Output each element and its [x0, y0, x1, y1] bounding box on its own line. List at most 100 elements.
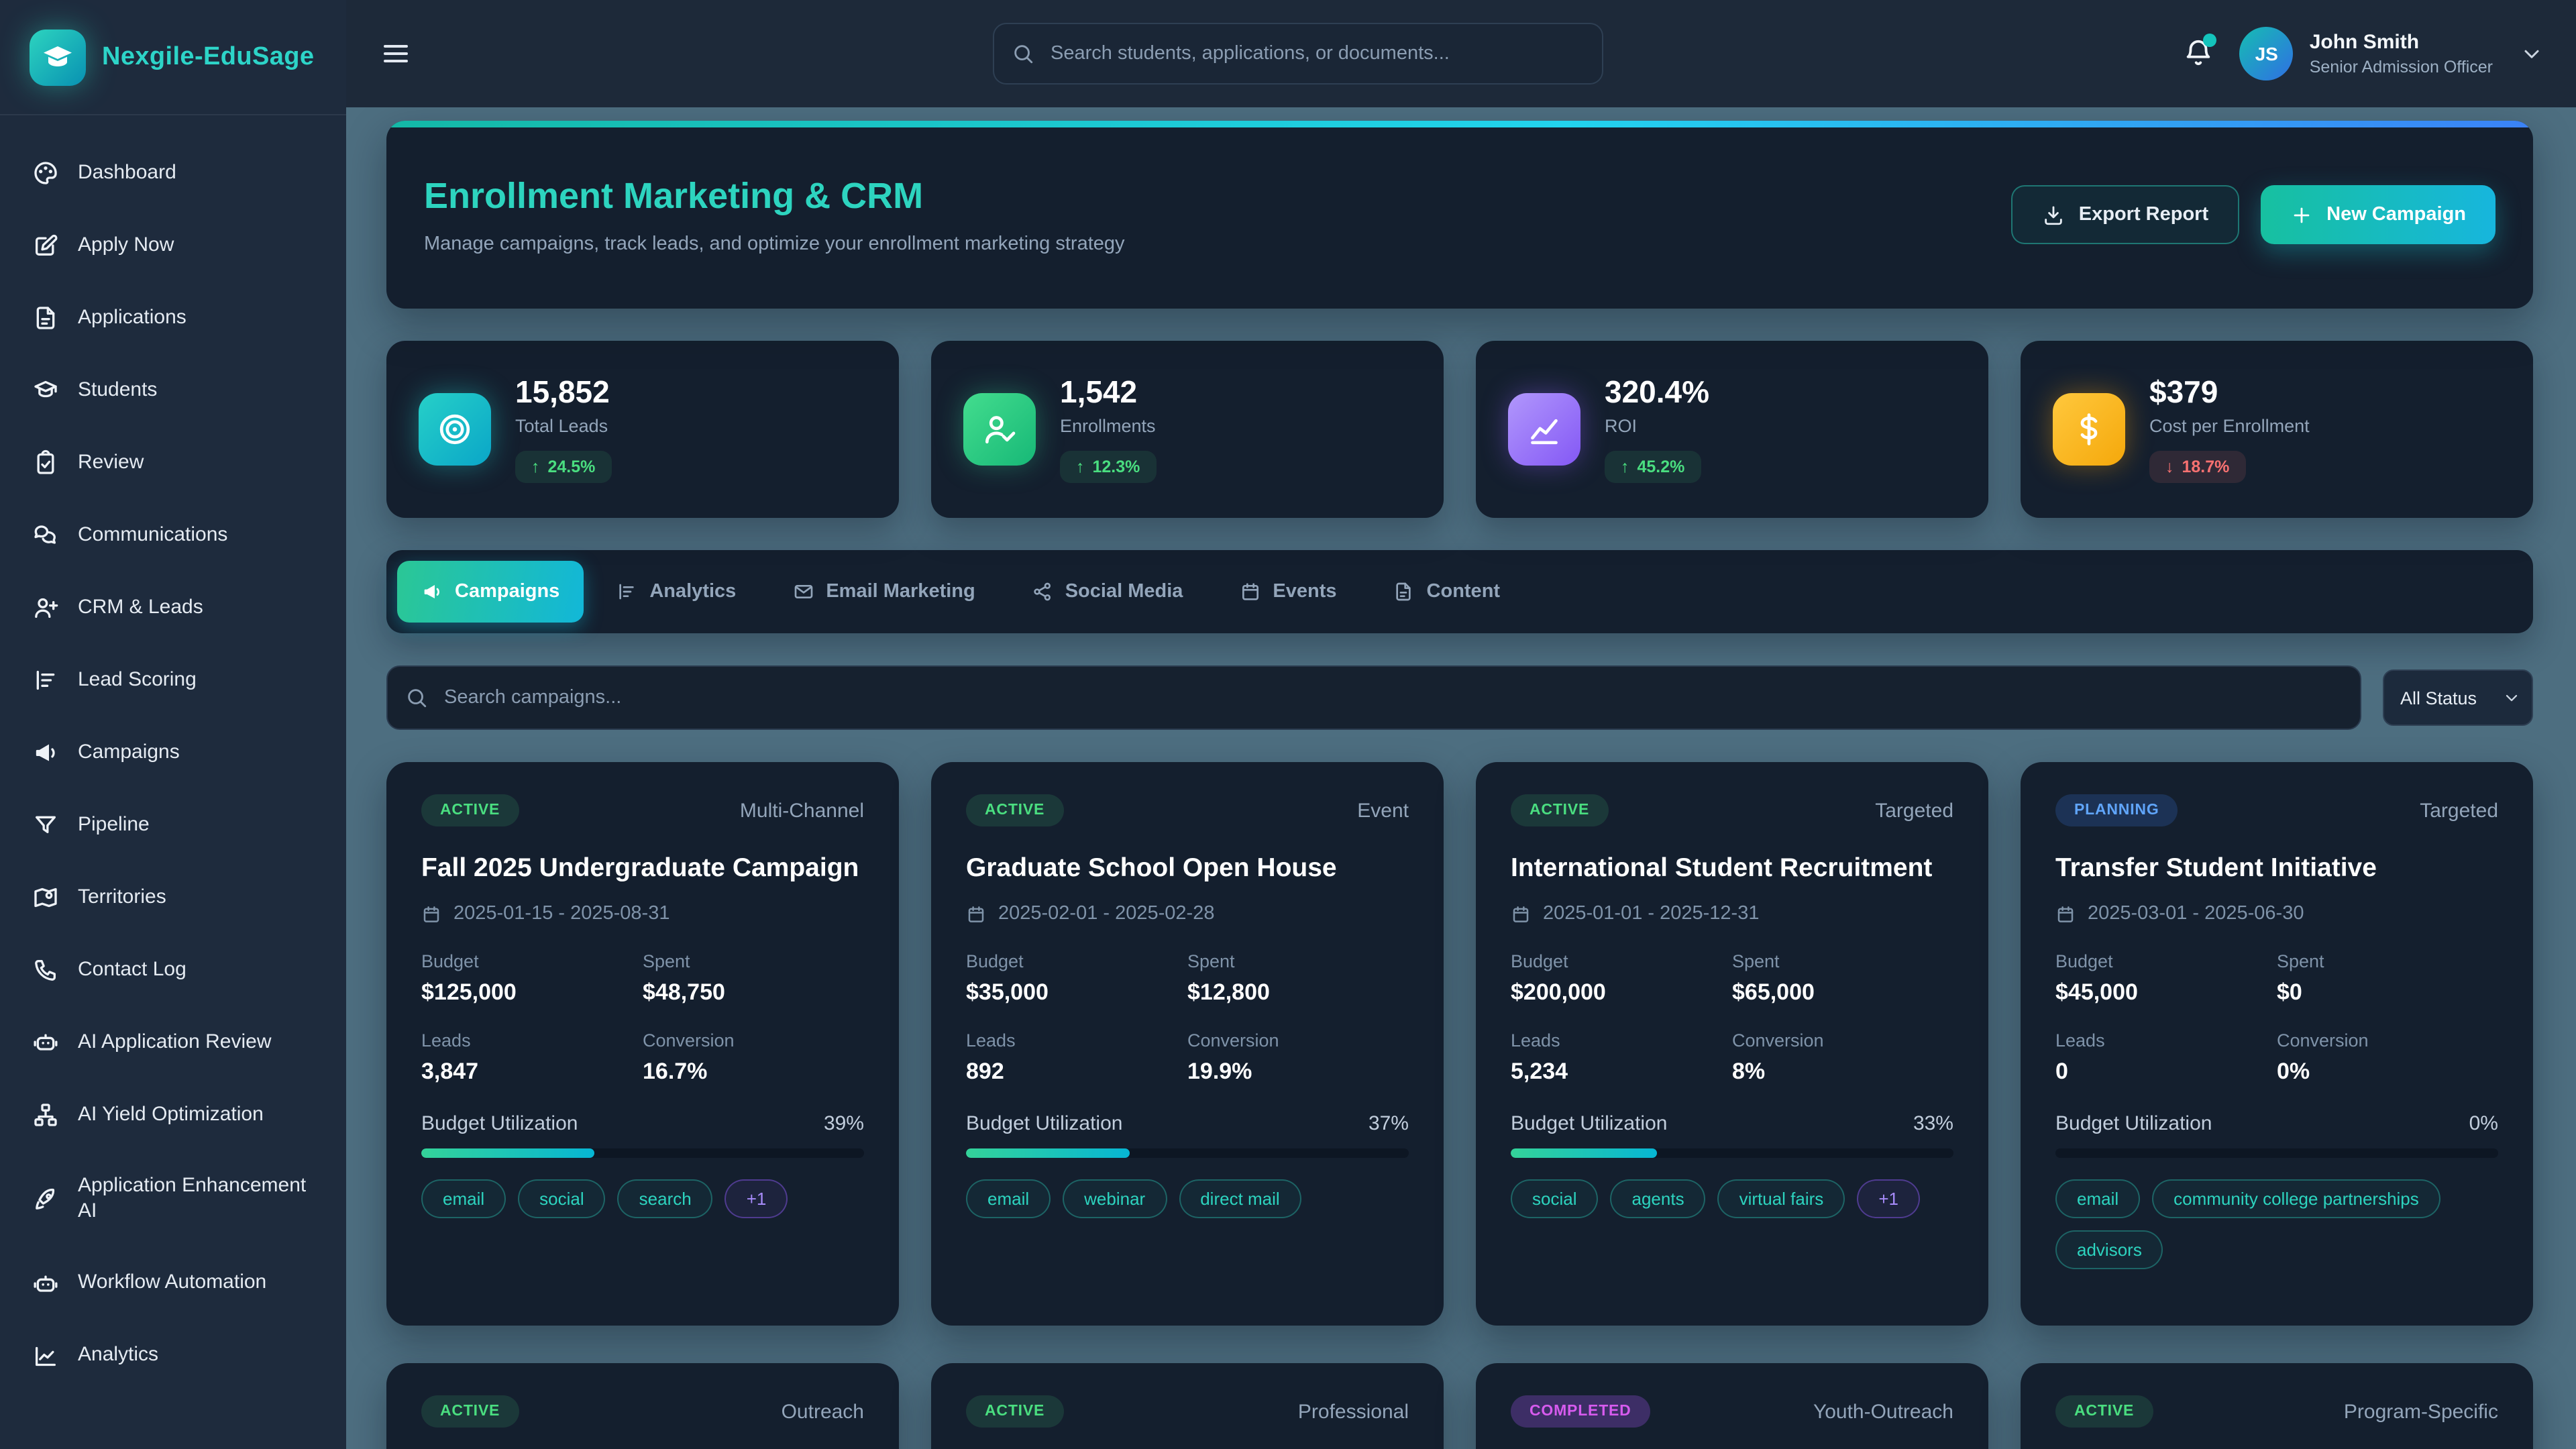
- campaign-metrics: Budget $35,000 Spent $12,800 Leads 892 Convers…: [966, 951, 1409, 1085]
- notifications-button[interactable]: [2178, 34, 2218, 74]
- campaign-type: Program-Specific: [2343, 1400, 2498, 1423]
- trend-value: 18.7%: [2182, 458, 2230, 477]
- channel-tags: email webinar direct mail: [966, 1179, 1409, 1218]
- header-actions: Export Report New Campaign: [2011, 185, 2496, 244]
- metric-value: 19.9%: [1187, 1059, 1252, 1084]
- sidebar-item-ai-application-review[interactable]: AI Application Review: [0, 1006, 346, 1079]
- sidebar-item-application-enhancement-ai[interactable]: Application Enhancement AI: [0, 1151, 346, 1247]
- status-filter-select[interactable]: All Status: [2383, 669, 2533, 726]
- chevron-down-icon: [2520, 42, 2544, 66]
- chat-icon: [32, 522, 59, 549]
- tab-content[interactable]: Content: [1369, 561, 1525, 623]
- sidebar-item-label: Pipeline: [78, 812, 150, 836]
- tab-label: Campaigns: [455, 581, 560, 602]
- new-campaign-label: New Campaign: [2326, 204, 2466, 225]
- campaign-dates: 2025-01-15 - 2025-08-31: [421, 903, 864, 924]
- sidebar-item-applications[interactable]: Applications: [0, 282, 346, 354]
- page-content: Enrollment Marketing & CRM Manage campai…: [346, 107, 2576, 1449]
- stat-value: 1,542: [1060, 374, 1138, 409]
- campaign-card[interactable]: ACTIVE Outreach: [386, 1363, 899, 1449]
- user-menu[interactable]: JS John Smith Senior Admission Officer: [2239, 27, 2544, 80]
- search-icon: [405, 686, 428, 709]
- campaign-grid-next-row: ACTIVE Outreach ACTIVE Professional COMPLETE…: [386, 1363, 2533, 1449]
- metric-leads: Leads 892: [966, 1030, 1187, 1085]
- sidebar-item-contact-log[interactable]: Contact Log: [0, 934, 346, 1006]
- stat-icon-tile: [1508, 393, 1580, 466]
- metric-value: 5,234: [1511, 1059, 1568, 1084]
- menu-toggle-button[interactable]: [373, 31, 419, 76]
- tab-events[interactable]: Events: [1215, 561, 1360, 623]
- campaign-card[interactable]: COMPLETED Youth-Outreach: [1476, 1363, 1988, 1449]
- campaign-card[interactable]: ACTIVE Event Graduate School Open House 202…: [931, 762, 1444, 1326]
- tab-social-media[interactable]: Social Media: [1008, 561, 1208, 623]
- campaign-date-range: 2025-03-01 - 2025-06-30: [2088, 903, 2304, 924]
- campaign-dates: 2025-02-01 - 2025-02-28: [966, 903, 1409, 924]
- metric-spent: Spent $12,800: [1187, 951, 1409, 1006]
- calendar-icon: [1511, 904, 1531, 924]
- metric-label: Spent: [1732, 951, 1780, 971]
- stat-body: 320.4% ROI ↑ 45.2%: [1605, 374, 1709, 484]
- campaign-card[interactable]: ACTIVE Professional: [931, 1363, 1444, 1449]
- brand-logo: [30, 29, 86, 85]
- tab-campaigns[interactable]: Campaigns: [397, 561, 584, 623]
- sidebar-item-review[interactable]: Review: [0, 427, 346, 499]
- sidebar-item-dashboard[interactable]: Dashboard: [0, 137, 346, 209]
- campaign-type: Multi-Channel: [739, 799, 864, 822]
- channel-tags: email social search +1: [421, 1179, 864, 1218]
- tab-email-marketing[interactable]: Email Marketing: [768, 561, 999, 623]
- campaign-card[interactable]: ACTIVE Targeted International Student Recr…: [1476, 762, 1988, 1326]
- campaign-metrics: Budget $45,000 Spent $0 Leads 0 Conversion 0%: [2055, 951, 2498, 1085]
- metric-label: Spent: [643, 951, 690, 971]
- campaign-title: Transfer Student Initiative: [2055, 853, 2377, 883]
- sidebar-item-label: Workflow Automation: [78, 1271, 267, 1294]
- metric-label: Budget: [421, 951, 479, 971]
- plus-icon: [2290, 203, 2313, 226]
- avatar: JS: [2239, 27, 2294, 80]
- file-icon: [1393, 581, 1415, 602]
- stat-label: Cost per Enrollment: [2149, 416, 2310, 437]
- status-badge: ACTIVE: [1511, 794, 1609, 826]
- bell-icon: [2183, 38, 2214, 68]
- sidebar-item-pipeline[interactable]: Pipeline: [0, 789, 346, 861]
- stat-card-total-leads: 15,852 Total Leads ↑ 24.5%: [386, 341, 899, 518]
- dollar-icon: [2070, 411, 2108, 448]
- sidebar-item-students[interactable]: Students: [0, 354, 346, 427]
- sidebar-item-lead-scoring[interactable]: Lead Scoring: [0, 644, 346, 716]
- campaign-search-input[interactable]: [386, 665, 2361, 730]
- metric-value: $35,000: [966, 979, 1049, 1005]
- new-campaign-button[interactable]: New Campaign: [2261, 185, 2496, 244]
- sidebar-item-communications[interactable]: Communications: [0, 499, 346, 572]
- sidebar-item-crm-leads[interactable]: CRM & Leads: [0, 572, 346, 644]
- calendar-icon: [966, 904, 986, 924]
- sidebar-item-label: Communications: [78, 523, 228, 546]
- campaign-card[interactable]: ACTIVE Multi-Channel Fall 2025 Undergradua…: [386, 762, 899, 1326]
- sidebar-item-workflow-automation[interactable]: Workflow Automation: [0, 1247, 346, 1320]
- global-search-input[interactable]: [993, 23, 1603, 85]
- campaign-card-header: COMPLETED Youth-Outreach: [1511, 1395, 1953, 1428]
- campaign-card[interactable]: PLANNING Targeted Transfer Student Initiat…: [2021, 762, 2533, 1326]
- dashboard-icon: [32, 160, 59, 186]
- metric-value: $0: [2277, 979, 2302, 1005]
- sidebar-item-label: AI Yield Optimization: [78, 1102, 264, 1126]
- sidebar-item-analytics[interactable]: Analytics: [0, 1320, 346, 1392]
- sidebar-item-apply-now[interactable]: Apply Now: [0, 209, 346, 282]
- notification-dot: [2203, 34, 2217, 47]
- sidebar-item-territories[interactable]: Territories: [0, 861, 346, 934]
- metric-label: Conversion: [643, 1030, 735, 1051]
- campaign-title: International Student Recruitment: [1511, 853, 1933, 883]
- budget-utilization-percent: 0%: [2469, 1112, 2498, 1135]
- sidebar-item-campaigns[interactable]: Campaigns: [0, 716, 346, 789]
- sidebar-item-ai-yield-optimization[interactable]: AI Yield Optimization: [0, 1079, 346, 1151]
- sidebar-nav: Dashboard Apply Now Applications Students Re…: [0, 115, 346, 1413]
- stat-card-cost-per-enrollment: $379 Cost per Enrollment ↓ 18.7%: [2021, 341, 2533, 518]
- user-name: John Smith: [2309, 31, 2420, 54]
- metric-label: Budget: [2055, 951, 2113, 971]
- tab-analytics[interactable]: Analytics: [592, 561, 760, 623]
- channel-tags: email community college partnerships advis…: [2055, 1179, 2498, 1269]
- metric-leads: Leads 3,847: [421, 1030, 643, 1085]
- export-report-button[interactable]: Export Report: [2011, 185, 2240, 244]
- stat-card-enrollments: 1,542 Enrollments ↑ 12.3%: [931, 341, 1444, 518]
- campaign-card[interactable]: ACTIVE Program-Specific: [2021, 1363, 2533, 1449]
- metric-leads: Leads 0: [2055, 1030, 2277, 1085]
